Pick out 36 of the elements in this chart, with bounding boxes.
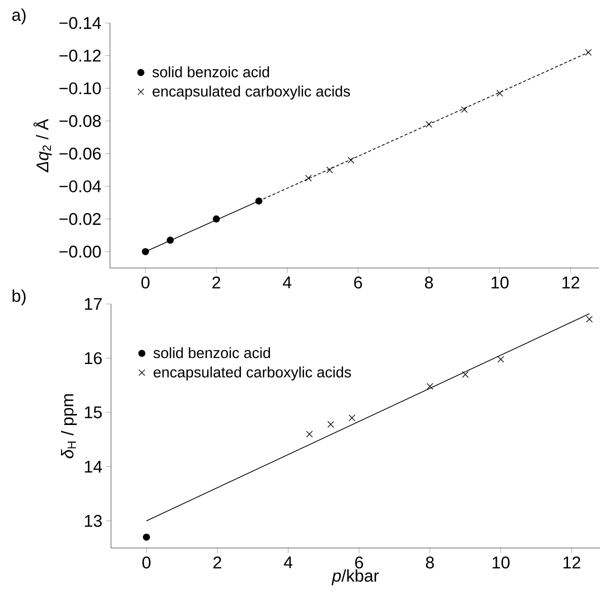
y-tick-label: −0.10 xyxy=(59,82,101,94)
y-axis-title: Δq$_{2}$ / Å xyxy=(33,118,52,172)
x-axis-title: p/kbar xyxy=(332,569,379,586)
text: a) xyxy=(12,8,26,24)
y-tick-label: 14 xyxy=(84,460,102,472)
y-tick-label: 16 xyxy=(84,352,102,364)
y-tick-label: 17 xyxy=(84,298,102,310)
text: b) xyxy=(12,290,26,306)
y-tick-label: −0.04 xyxy=(59,180,101,192)
x-tick-label: 12 xyxy=(562,276,580,288)
y-tick-label: −0.14 xyxy=(59,16,101,29)
legend-label: encapsulated carboxylic acids xyxy=(154,366,351,380)
y-tick-label: −0.00 xyxy=(59,246,101,258)
x-tick-label: 6 xyxy=(354,276,362,289)
legend-label: solid benzoic acid xyxy=(153,347,270,358)
x-tick-label: 4 xyxy=(284,556,292,568)
y-tick-label: −0.08 xyxy=(59,114,101,127)
x-tick-label: 0 xyxy=(141,276,150,289)
x-tick-label: 12 xyxy=(564,556,580,568)
x-tick-label: 0 xyxy=(142,556,150,569)
y-axis-title: δ$_{H}$ / ppm xyxy=(61,394,77,458)
x-tick-label: 4 xyxy=(282,276,292,288)
x-tick-label: 10 xyxy=(492,276,509,289)
x-tick-label: 10 xyxy=(492,556,510,569)
y-tick-label: 13 xyxy=(84,514,102,527)
y-tick-label: −0.02 xyxy=(59,212,101,225)
legend-label: encapsulated carboxylic acids xyxy=(152,86,350,100)
legend-label: solid benzoic acid xyxy=(152,66,270,78)
y-tick-label: 15 xyxy=(84,406,102,418)
y-tick-label: −0.06 xyxy=(59,148,101,160)
x-tick-label: 8 xyxy=(424,276,433,289)
y-tick-label: −0.12 xyxy=(59,50,101,62)
x-tick-label: 8 xyxy=(426,556,434,569)
x-tick-label: 2 xyxy=(213,556,222,568)
x-tick-label: 2 xyxy=(212,276,220,288)
x-tick-label: 6 xyxy=(355,556,364,569)
